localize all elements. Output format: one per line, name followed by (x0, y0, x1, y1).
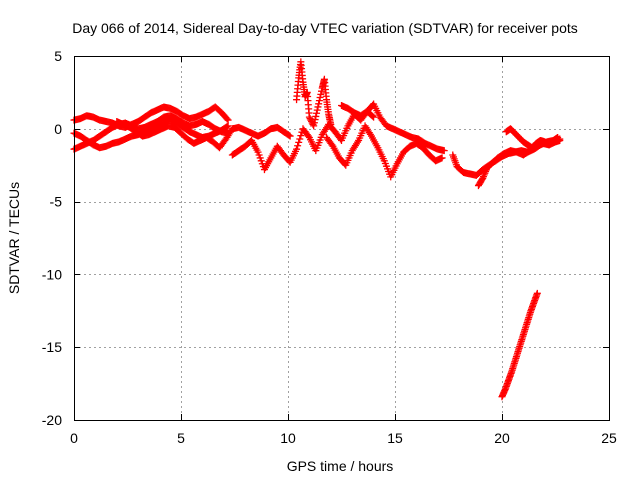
y-tick-labels: -20 -15 -10 -5 0 5 (42, 48, 62, 428)
x-tick-label: 15 (387, 430, 403, 446)
data-point (533, 289, 541, 297)
data-point (285, 131, 293, 139)
data-point (316, 93, 324, 101)
data-series (70, 58, 564, 401)
data-point (223, 115, 231, 123)
data-point (310, 119, 318, 127)
series-track-d (113, 118, 294, 152)
series-track-e (228, 107, 378, 174)
data-point (223, 123, 231, 131)
series-track-k (502, 125, 562, 152)
y-tick-label: -5 (50, 194, 63, 210)
x-tick-label: 0 (70, 430, 78, 446)
data-point (315, 100, 323, 108)
data-point (286, 132, 294, 140)
data-point (317, 90, 325, 98)
plot-frame (74, 56, 610, 421)
y-tick-label: 0 (54, 121, 62, 137)
data-point (295, 138, 303, 146)
data-point (297, 132, 305, 140)
data-point (312, 112, 320, 120)
series-track-f (293, 58, 335, 130)
y-tick-label: 5 (54, 48, 62, 64)
y-tick-label: -15 (42, 339, 62, 355)
data-point (311, 116, 319, 124)
x-tick-labels: 0 5 10 15 20 25 (70, 430, 617, 446)
data-point (224, 122, 232, 130)
data-point (438, 154, 446, 162)
y-tick-label: -20 (42, 412, 62, 428)
series-track-g (323, 122, 446, 181)
chart-title: Day 066 of 2014, Sidereal Day-to-day VTE… (72, 20, 578, 36)
data-point (440, 147, 448, 155)
data-point (327, 120, 335, 128)
data-point (318, 87, 326, 95)
data-point (554, 134, 562, 142)
data-point (370, 113, 378, 121)
data-point (294, 142, 302, 150)
x-tick-label: 25 (601, 430, 617, 446)
x-axis-title: GPS time / hours (287, 458, 394, 474)
data-point (296, 135, 304, 143)
data-point (314, 103, 322, 111)
data-point (315, 97, 323, 105)
x-tick-label: 10 (280, 430, 296, 446)
y-tick-label: -10 (42, 266, 62, 282)
data-point (369, 112, 377, 120)
series-track-h (338, 100, 448, 155)
y-axis-title: SDTVAR / TECUs (6, 182, 22, 294)
data-point (304, 132, 312, 140)
series-track-l (498, 289, 541, 401)
x-tick-label: 20 (494, 430, 510, 446)
data-point (313, 109, 321, 117)
x-tick-label: 5 (177, 430, 185, 446)
grid-lines (74, 56, 609, 420)
data-point (293, 145, 301, 153)
data-point (310, 122, 318, 130)
data-point (313, 106, 321, 114)
